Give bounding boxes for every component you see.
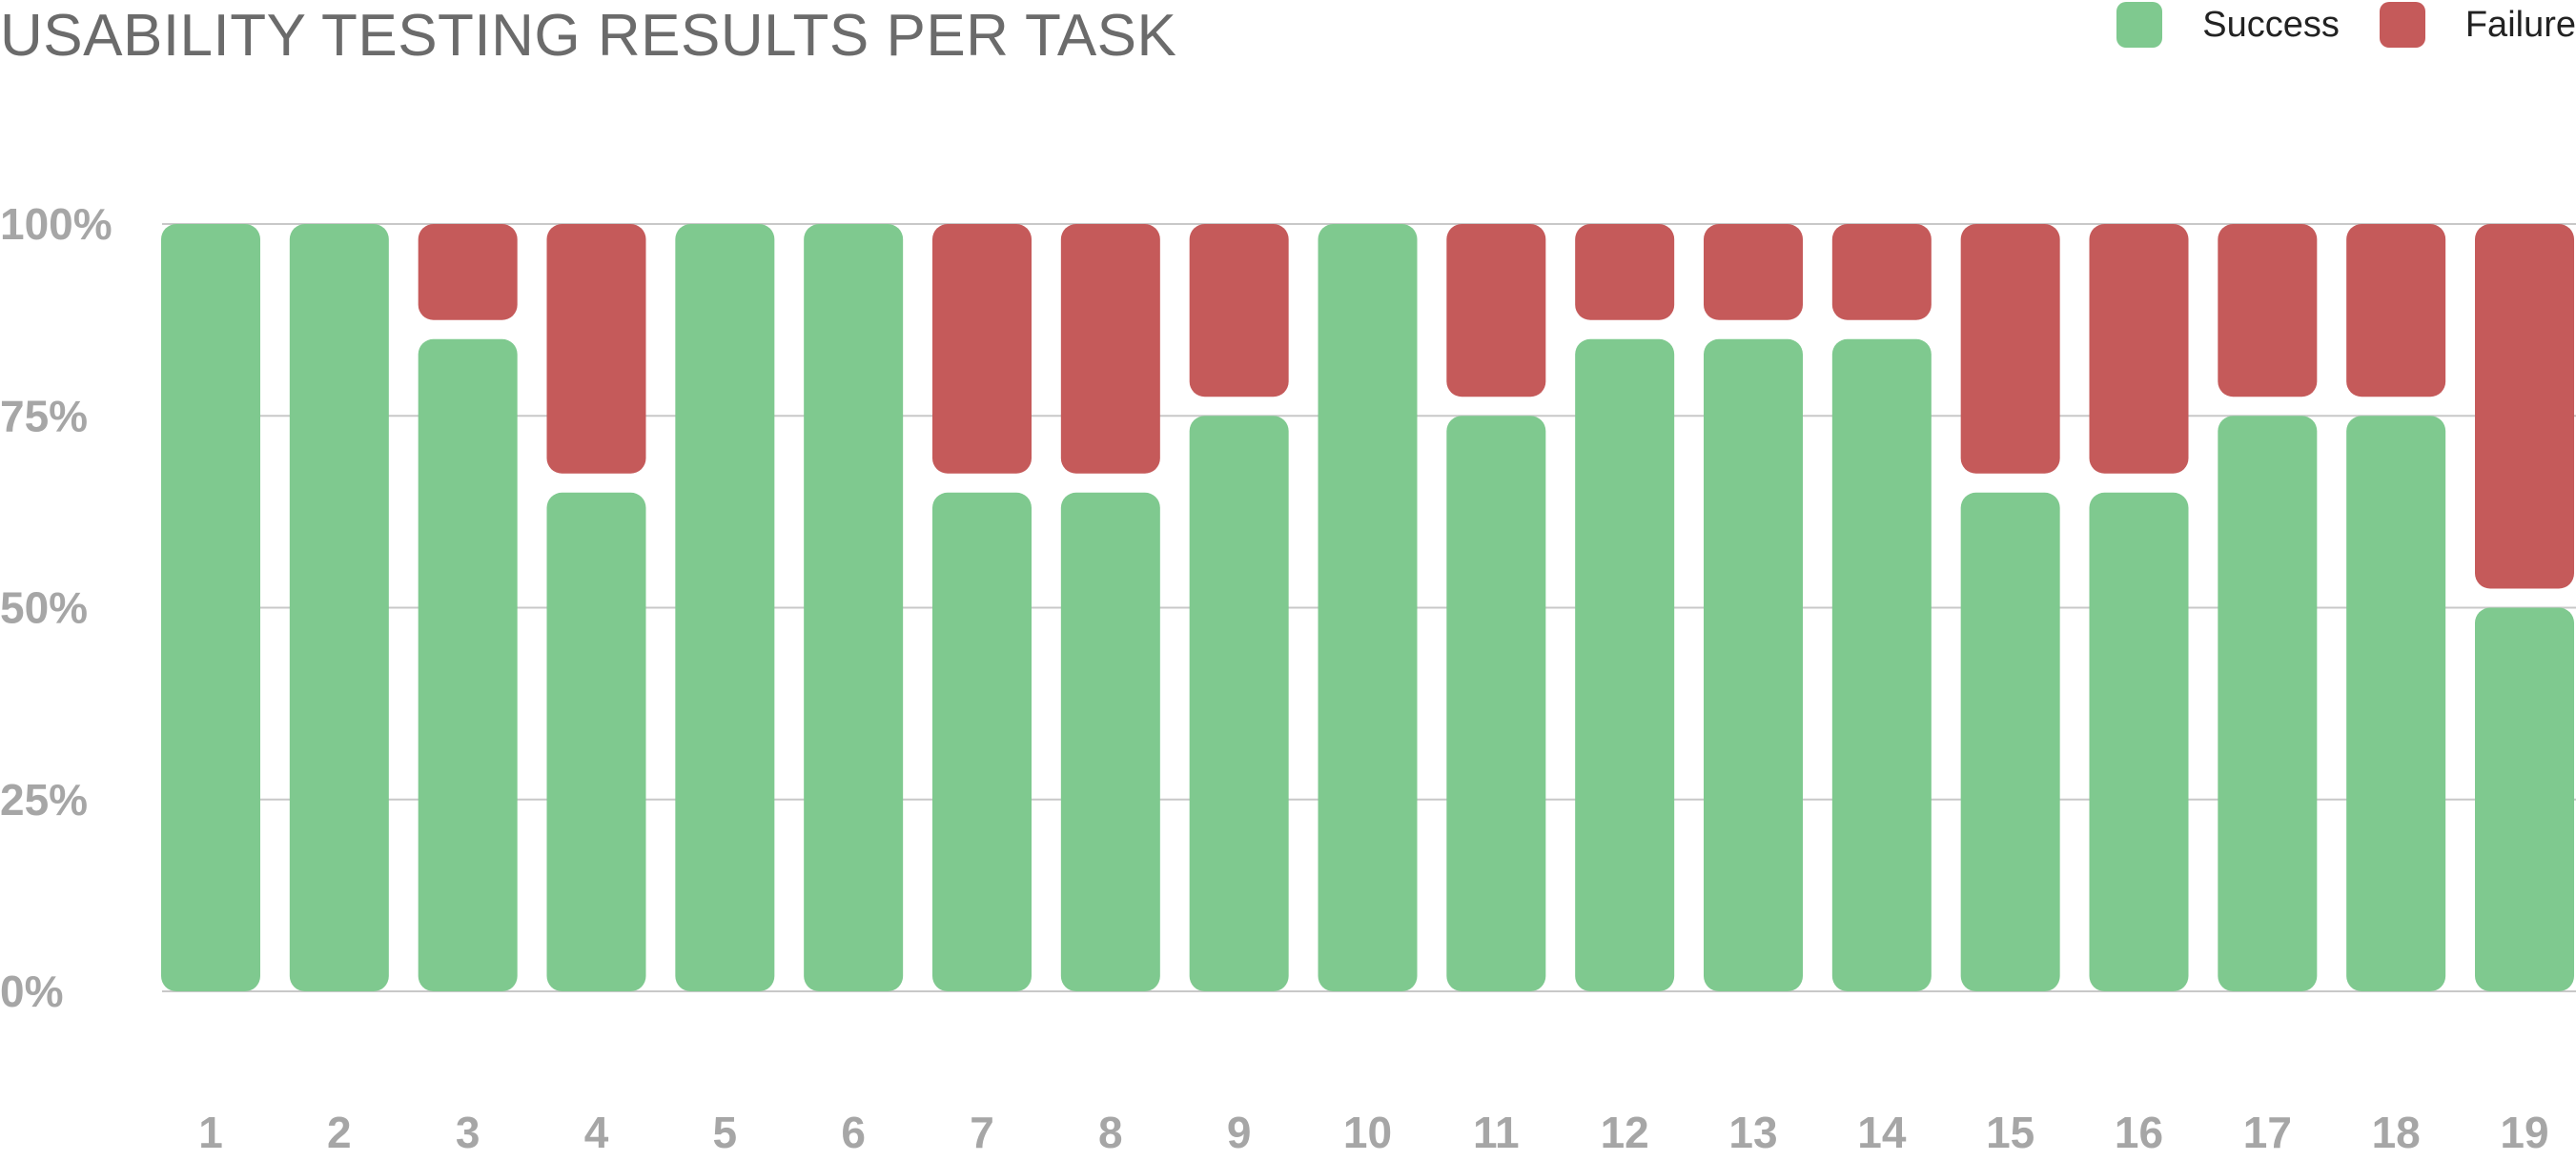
- bar-failure-7: [932, 224, 1032, 474]
- bar-success-4: [546, 492, 646, 991]
- legend-item-success: Success: [2116, 2, 2340, 48]
- x-tick-label: 10: [1343, 1108, 1392, 1157]
- x-tick-label: 9: [1227, 1108, 1252, 1157]
- x-tick-label: 12: [1601, 1108, 1649, 1157]
- y-tick-label: 0%: [0, 967, 63, 1016]
- x-tick-label: 14: [1857, 1108, 1907, 1157]
- bar-success-7: [932, 492, 1032, 991]
- bars: [161, 224, 2574, 991]
- bar-success-15: [1960, 492, 2060, 991]
- x-tick-label: 8: [1098, 1108, 1123, 1157]
- y-axis-ticks: 0% 25% 50% 75% 100%: [0, 199, 112, 1016]
- legend-label-failure: Failure: [2464, 4, 2576, 45]
- bar-failure-11: [1446, 224, 1546, 397]
- bar-success-3: [418, 338, 518, 991]
- bar-success-12: [1575, 338, 1675, 991]
- x-tick-label: 11: [1473, 1108, 1520, 1157]
- bar-failure-9: [1189, 224, 1289, 397]
- bar-success-6: [804, 224, 904, 991]
- bar-success-14: [1831, 338, 1932, 991]
- x-tick-label: 5: [713, 1108, 738, 1157]
- bar-success-11: [1446, 416, 1546, 991]
- bar-success-9: [1189, 416, 1289, 991]
- bar-failure-14: [1831, 224, 1932, 320]
- legend: Success Failure: [2076, 0, 2576, 50]
- x-tick-label: 3: [456, 1108, 480, 1157]
- bar-success-10: [1318, 224, 1418, 991]
- bar-failure-8: [1060, 224, 1160, 474]
- bar-success-1: [161, 224, 260, 991]
- y-tick-label: 25%: [0, 775, 88, 825]
- legend-item-failure: Failure: [2379, 2, 2576, 48]
- x-tick-label: 19: [2500, 1108, 2548, 1157]
- x-tick-label: 1: [198, 1108, 223, 1157]
- bar-success-2: [289, 224, 389, 991]
- y-tick-label: 100%: [0, 199, 112, 249]
- bar-failure-18: [2346, 224, 2446, 397]
- bar-success-17: [2218, 416, 2318, 991]
- bar-success-5: [675, 224, 775, 991]
- bar-failure-12: [1575, 224, 1675, 320]
- bar-failure-19: [2475, 224, 2574, 589]
- bar-failure-13: [1704, 224, 1803, 320]
- x-tick-label: 7: [970, 1108, 994, 1157]
- x-tick-label: 4: [584, 1108, 609, 1157]
- x-tick-label: 6: [841, 1108, 866, 1157]
- chart-title: USABILITY TESTING RESULTS PER TASK: [0, 3, 1177, 69]
- y-tick-label: 50%: [0, 583, 88, 633]
- legend-label-success: Success: [2202, 4, 2340, 45]
- x-tick-label: 16: [2115, 1108, 2163, 1157]
- bar-success-8: [1060, 492, 1160, 991]
- legend-swatch-success: [2116, 2, 2163, 48]
- x-tick-label: 13: [1728, 1108, 1777, 1157]
- bar-failure-4: [546, 224, 646, 474]
- x-axis-ticks: 1 2 3 4 5 6 7 8 9 10 11 12 13 14 15 16 17 18 19: [198, 1108, 2548, 1157]
- bar-success-16: [2089, 492, 2189, 991]
- y-tick-label: 75%: [0, 391, 88, 440]
- bar-failure-16: [2089, 224, 2189, 474]
- bar-success-13: [1704, 338, 1803, 991]
- bar-failure-15: [1960, 224, 2060, 474]
- bar-failure-3: [418, 224, 518, 320]
- bar-failure-17: [2218, 224, 2318, 397]
- x-tick-label: 2: [327, 1108, 352, 1157]
- x-tick-label: 17: [2243, 1108, 2292, 1157]
- x-tick-label: 18: [2372, 1108, 2421, 1157]
- bar-success-19: [2475, 607, 2574, 991]
- x-tick-label: 15: [1986, 1108, 2034, 1157]
- bar-success-18: [2346, 416, 2446, 991]
- legend-swatch-failure: [2379, 2, 2425, 48]
